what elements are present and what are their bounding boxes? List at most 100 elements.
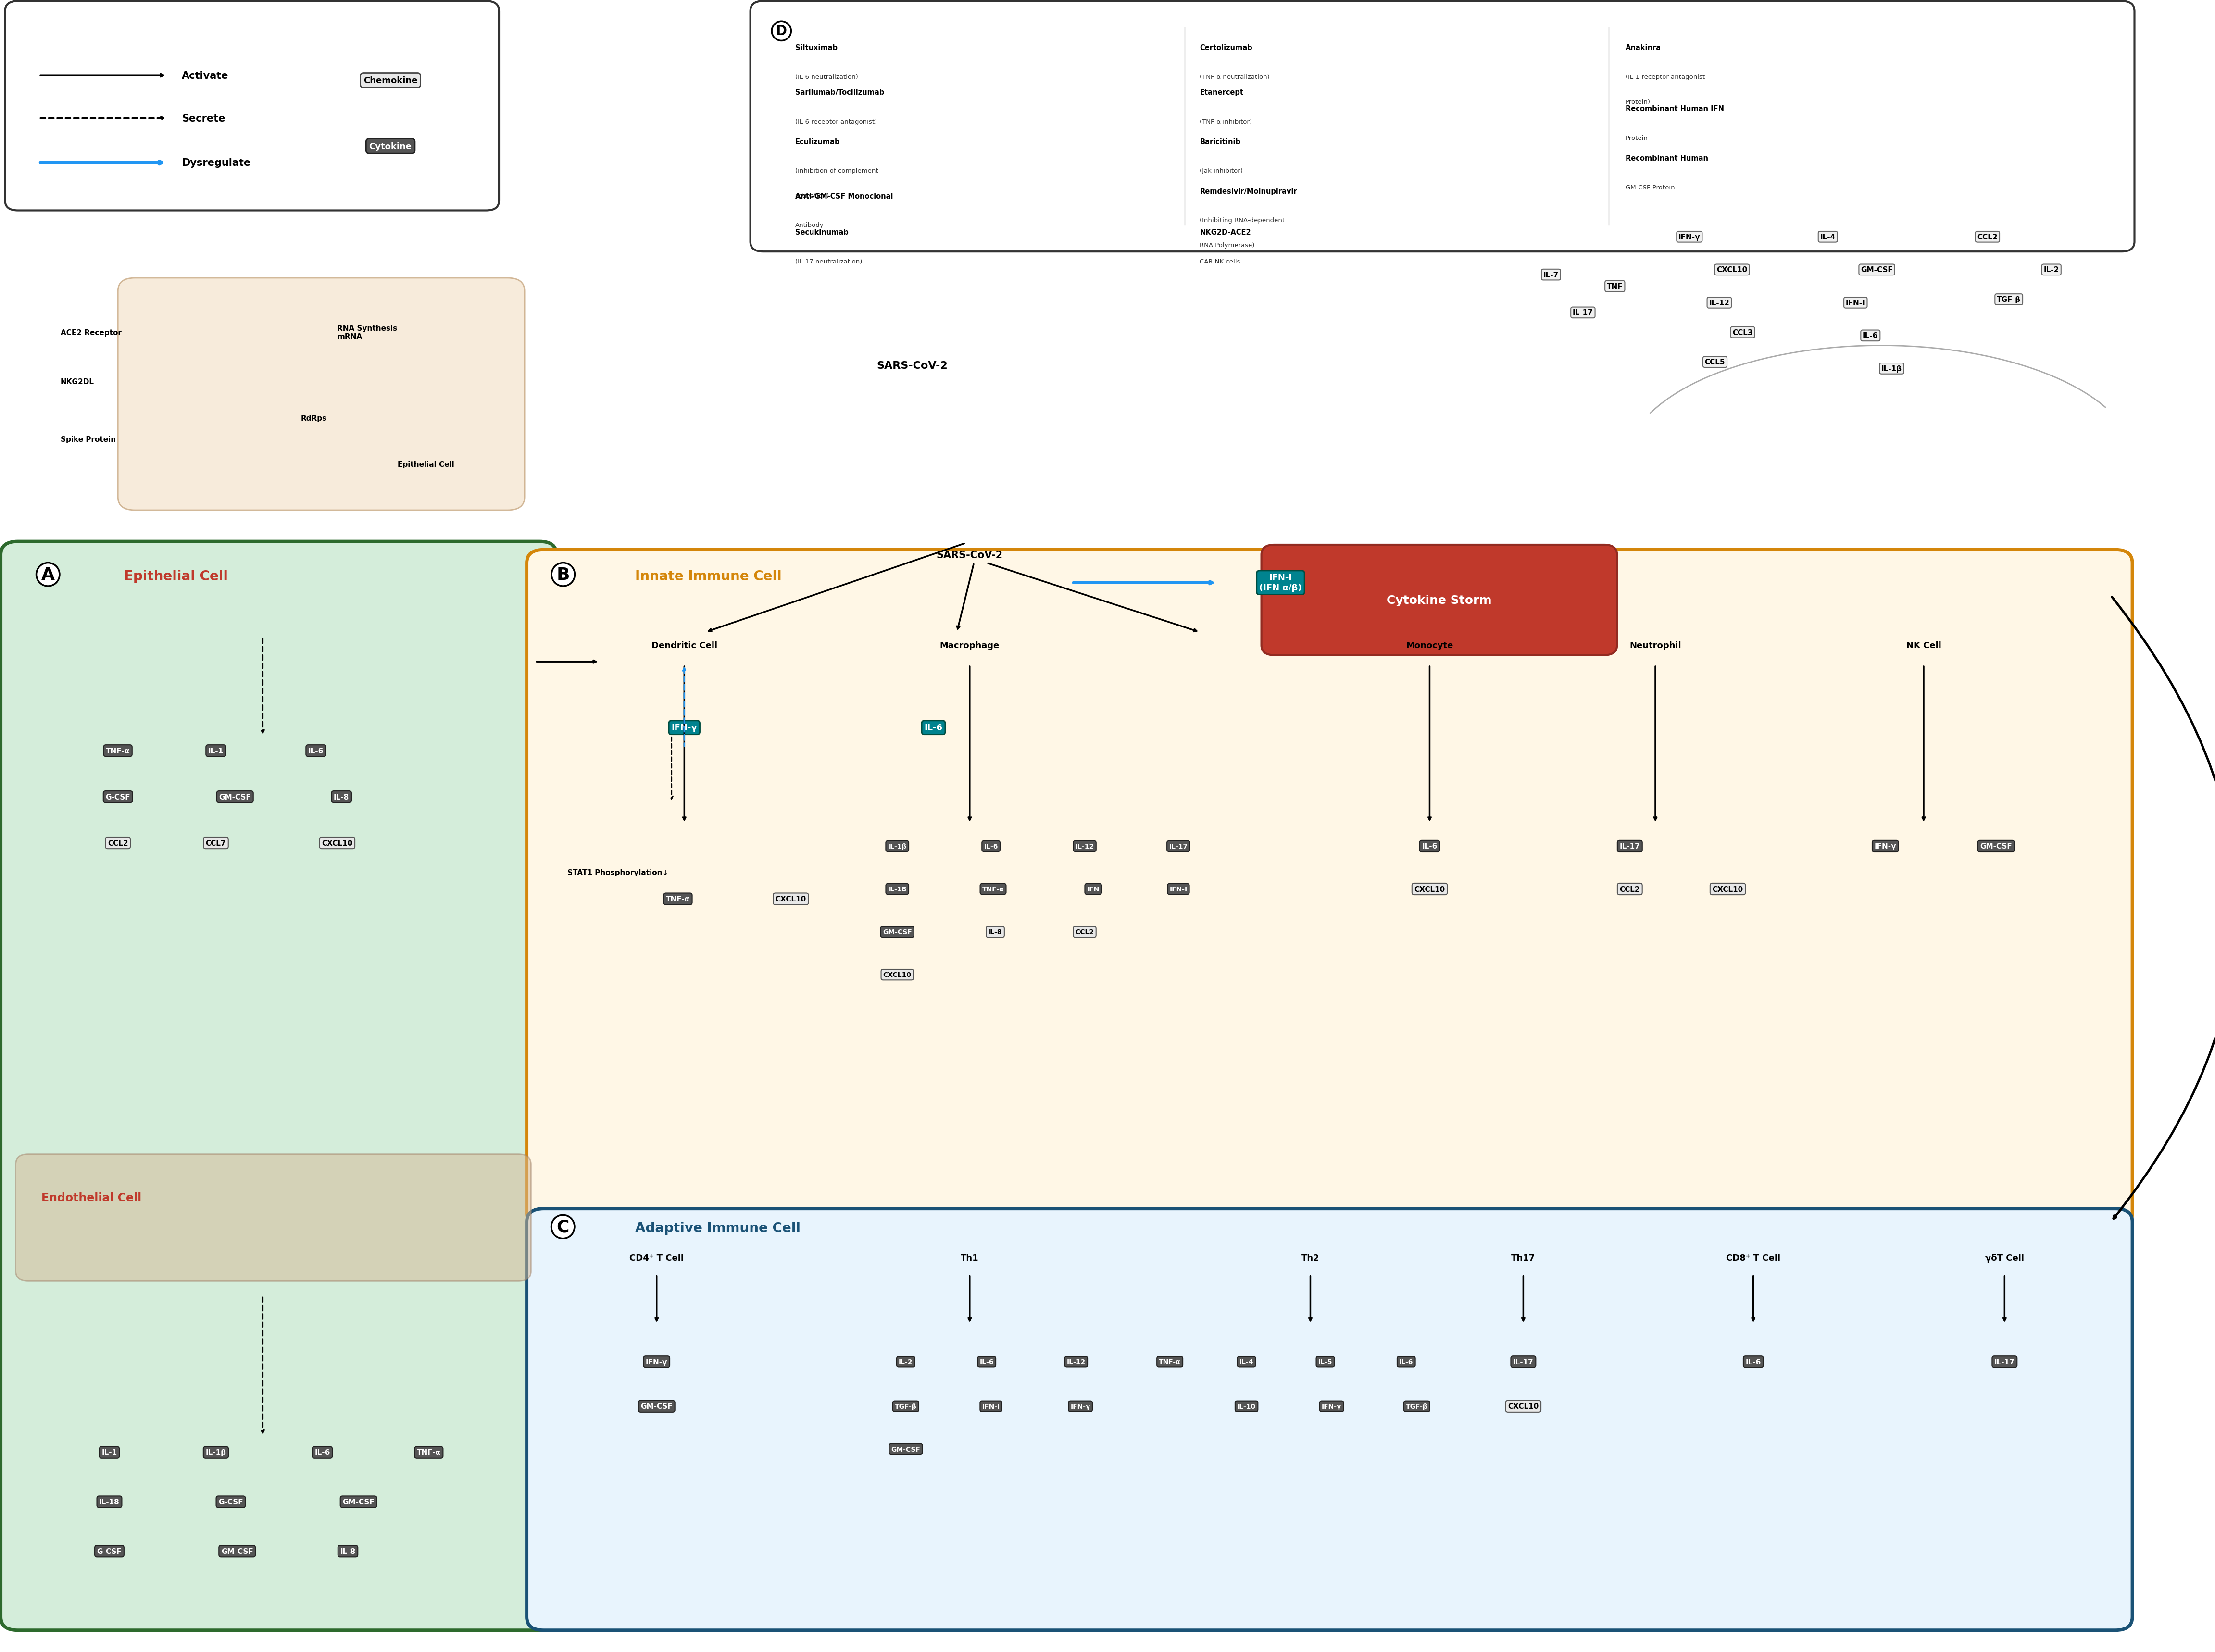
Text: IFN-γ: IFN-γ bbox=[647, 1358, 667, 1366]
FancyBboxPatch shape bbox=[527, 1209, 2133, 1631]
Text: CCL2: CCL2 bbox=[109, 839, 128, 847]
Text: Protein): Protein) bbox=[1626, 99, 1650, 106]
Text: CCL2: CCL2 bbox=[1074, 928, 1094, 935]
Text: (IL-1 receptor antagonist: (IL-1 receptor antagonist bbox=[1626, 74, 1706, 81]
Text: CCL5: CCL5 bbox=[1706, 358, 1725, 365]
Text: IFN-γ: IFN-γ bbox=[1322, 1403, 1342, 1409]
Text: IFN-I: IFN-I bbox=[1845, 299, 1865, 307]
Text: Baricitinib: Baricitinib bbox=[1201, 139, 1240, 145]
Text: RNA Synthesis
mRNA: RNA Synthesis mRNA bbox=[337, 325, 396, 340]
Text: Anakinra: Anakinra bbox=[1626, 45, 1661, 51]
Text: Anti-GM-CSF Monoclonal: Anti-GM-CSF Monoclonal bbox=[795, 193, 893, 200]
Text: Cytokine Storm: Cytokine Storm bbox=[1387, 595, 1491, 606]
Text: TGF-β: TGF-β bbox=[1996, 296, 2020, 304]
Text: TGF-β: TGF-β bbox=[895, 1403, 917, 1409]
Text: GM-CSF: GM-CSF bbox=[882, 928, 913, 935]
Text: Activate: Activate bbox=[182, 71, 228, 81]
Text: IL-17: IL-17 bbox=[1619, 843, 1639, 851]
Text: Eculizumab: Eculizumab bbox=[795, 139, 839, 145]
Text: CCL2: CCL2 bbox=[1978, 233, 1998, 241]
Text: G-CSF: G-CSF bbox=[97, 1548, 122, 1555]
Text: IL-8: IL-8 bbox=[341, 1548, 357, 1555]
Text: IL-2: IL-2 bbox=[2044, 266, 2060, 274]
Text: Th2: Th2 bbox=[1302, 1254, 1320, 1262]
Text: IL-6: IL-6 bbox=[979, 1358, 995, 1365]
Text: G-CSF: G-CSF bbox=[106, 793, 131, 801]
FancyBboxPatch shape bbox=[0, 542, 556, 1631]
Text: IL-8: IL-8 bbox=[334, 793, 350, 801]
FancyBboxPatch shape bbox=[16, 1155, 532, 1282]
Text: D: D bbox=[775, 25, 786, 38]
Text: IFN-γ: IFN-γ bbox=[1874, 843, 1896, 851]
Text: Epithelial Cell: Epithelial Cell bbox=[399, 461, 454, 468]
Text: Dendritic Cell: Dendritic Cell bbox=[651, 641, 718, 649]
Text: ACE2 Receptor: ACE2 Receptor bbox=[60, 329, 122, 337]
Text: IL-17: IL-17 bbox=[1994, 1358, 2016, 1366]
Text: CXCL10: CXCL10 bbox=[1717, 266, 1748, 274]
FancyBboxPatch shape bbox=[751, 2, 2135, 251]
Text: IFN-I
(IFN α/β): IFN-I (IFN α/β) bbox=[1260, 573, 1302, 593]
Text: IFN: IFN bbox=[1088, 885, 1099, 892]
Text: IL-6: IL-6 bbox=[1400, 1358, 1413, 1365]
Text: Certolizumab: Certolizumab bbox=[1201, 45, 1251, 51]
Text: CXCL10: CXCL10 bbox=[1508, 1403, 1539, 1409]
Text: IL-17: IL-17 bbox=[1573, 309, 1593, 317]
Text: CXCL10: CXCL10 bbox=[775, 895, 806, 902]
Text: TNF-α: TNF-α bbox=[667, 895, 689, 902]
Text: RNA Polymerase): RNA Polymerase) bbox=[1201, 243, 1254, 248]
Text: Epithelial Cell: Epithelial Cell bbox=[124, 570, 228, 583]
Text: IL-6: IL-6 bbox=[924, 724, 944, 732]
Text: Secrete: Secrete bbox=[182, 114, 226, 124]
Text: IFN-γ: IFN-γ bbox=[671, 724, 698, 732]
Text: CCL3: CCL3 bbox=[1732, 329, 1752, 337]
Text: CD4⁺ T Cell: CD4⁺ T Cell bbox=[629, 1254, 684, 1262]
Text: Dysregulate: Dysregulate bbox=[182, 159, 250, 169]
Text: CXCL10: CXCL10 bbox=[1712, 885, 1743, 892]
Text: STAT1 Phosphorylation↓: STAT1 Phosphorylation↓ bbox=[567, 869, 669, 876]
Text: IL-5: IL-5 bbox=[1318, 1358, 1333, 1365]
Text: IFN-γ: IFN-γ bbox=[1070, 1403, 1090, 1409]
Text: GM-CSF: GM-CSF bbox=[1980, 843, 2011, 851]
Text: TNF: TNF bbox=[1606, 282, 1624, 291]
Text: IL-2: IL-2 bbox=[899, 1358, 913, 1365]
Text: IL-17: IL-17 bbox=[1170, 843, 1187, 849]
Text: IL-18: IL-18 bbox=[100, 1498, 120, 1505]
Text: SARS-CoV-2: SARS-CoV-2 bbox=[937, 550, 1003, 560]
Text: IL-4: IL-4 bbox=[1240, 1358, 1254, 1365]
Text: TNF-α: TNF-α bbox=[416, 1449, 441, 1455]
Text: IL-7: IL-7 bbox=[1544, 271, 1559, 279]
Text: NK Cell: NK Cell bbox=[1907, 641, 1940, 649]
FancyBboxPatch shape bbox=[1260, 545, 1617, 656]
Text: (TNF-α neutralization): (TNF-α neutralization) bbox=[1201, 74, 1269, 81]
Text: RdRps: RdRps bbox=[301, 415, 328, 421]
Text: Monocyte: Monocyte bbox=[1407, 641, 1453, 649]
Text: Neutrophil: Neutrophil bbox=[1630, 641, 1681, 649]
Text: IL-1: IL-1 bbox=[208, 747, 224, 755]
Text: GM-CSF: GM-CSF bbox=[343, 1498, 374, 1505]
Text: IL-6: IL-6 bbox=[1422, 843, 1438, 851]
Text: Secukinumab: Secukinumab bbox=[795, 230, 848, 236]
Text: GM-CSF Protein: GM-CSF Protein bbox=[1626, 185, 1675, 190]
Text: activation): activation) bbox=[795, 193, 828, 198]
Text: CXCL10: CXCL10 bbox=[321, 839, 352, 847]
Text: C: C bbox=[556, 1219, 569, 1236]
Text: Siltuximab: Siltuximab bbox=[795, 45, 837, 51]
Text: (IL-6 receptor antagonist): (IL-6 receptor antagonist) bbox=[795, 119, 877, 126]
Text: Spike Protein: Spike Protein bbox=[60, 436, 115, 443]
Text: Endothelial Cell: Endothelial Cell bbox=[42, 1193, 142, 1204]
Text: IFN-γ: IFN-γ bbox=[1679, 233, 1701, 241]
Text: IL-1β: IL-1β bbox=[1881, 365, 1903, 372]
Text: Cytokine: Cytokine bbox=[370, 142, 412, 150]
Text: Adaptive Immune Cell: Adaptive Immune Cell bbox=[636, 1221, 802, 1236]
FancyBboxPatch shape bbox=[4, 2, 498, 211]
Text: TGF-β: TGF-β bbox=[1407, 1403, 1429, 1409]
Text: TNF-α: TNF-α bbox=[1158, 1358, 1181, 1365]
Text: Etanercept: Etanercept bbox=[1201, 89, 1243, 96]
Text: A: A bbox=[42, 567, 55, 583]
Text: IL-6: IL-6 bbox=[1863, 332, 1878, 340]
Text: IL-1β: IL-1β bbox=[206, 1449, 226, 1455]
Text: IL-12: IL-12 bbox=[1074, 843, 1094, 849]
Text: IL-10: IL-10 bbox=[1238, 1403, 1256, 1409]
Text: Remdesivir/Molnupiravir: Remdesivir/Molnupiravir bbox=[1201, 188, 1298, 195]
Text: SARS-CoV-2: SARS-CoV-2 bbox=[877, 360, 948, 370]
